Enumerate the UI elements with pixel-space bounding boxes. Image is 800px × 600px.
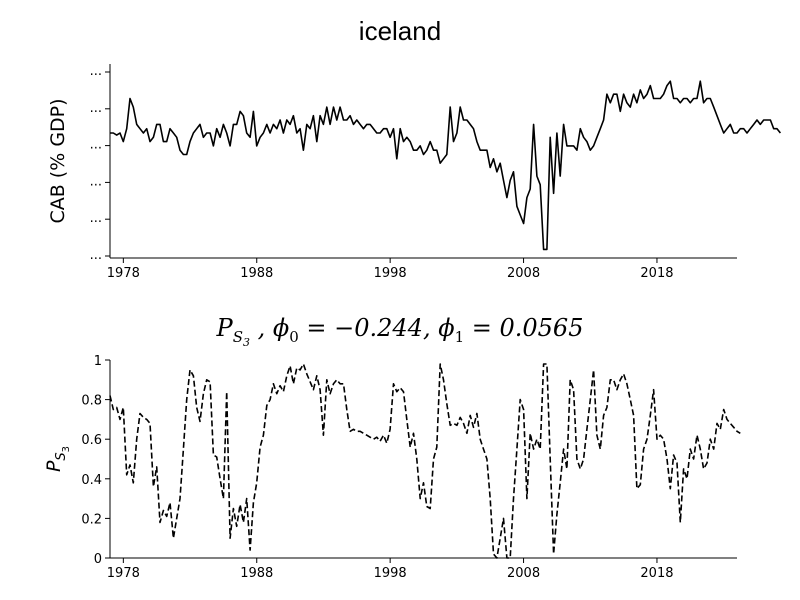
series-line-1 — [110, 80, 782, 251]
x-tick-label: 2008 — [507, 566, 540, 581]
y-tick-label: ... — [90, 211, 102, 226]
y-tick-label: ... — [90, 248, 102, 263]
y-tick-label: 1 — [94, 354, 102, 369]
x-tick-label: 1978 — [107, 266, 140, 281]
x-tick-label: 1998 — [374, 266, 407, 281]
series-line-1 — [109, 363, 741, 559]
bottom-chart-title: PS3 , ϕ0 = −0.244, ϕ1 = 0.0565 — [216, 314, 584, 349]
y-tick-label: 0.2 — [81, 512, 102, 527]
x-tick-label: 1988 — [240, 266, 273, 281]
x-tick-label: 1978 — [107, 566, 140, 581]
y-tick-label: 0.8 — [81, 394, 102, 409]
y-tick-label: 0.4 — [81, 473, 102, 488]
y-axis-label: CAB (% GDP) — [47, 98, 69, 223]
x-tick-label: 1998 — [374, 566, 407, 581]
x-tick-label: 2018 — [640, 566, 673, 581]
y-tick-label: ... — [90, 138, 102, 153]
y-tick-label: ... — [90, 174, 102, 189]
x-tick-label: 2008 — [507, 266, 540, 281]
top-chart-title: iceland — [358, 16, 442, 46]
y-tick-label: ... — [90, 101, 102, 116]
y-tick-label: ... — [90, 64, 102, 79]
chart-1: 1978 1988 1998 2008 2018.................. CA… — [47, 64, 782, 281]
x-tick-label: 2018 — [640, 266, 673, 281]
y-axis-label: PS3 — [43, 446, 72, 472]
y-tick-label: 0 — [94, 552, 102, 567]
x-tick-label: 1988 — [240, 566, 273, 581]
y-tick-label: 0.6 — [81, 433, 102, 448]
chart-2: 1978 1988 1998 2008 2018 0 0.2 0.4 0.6 0.8 1 PS3 — [43, 354, 741, 581]
